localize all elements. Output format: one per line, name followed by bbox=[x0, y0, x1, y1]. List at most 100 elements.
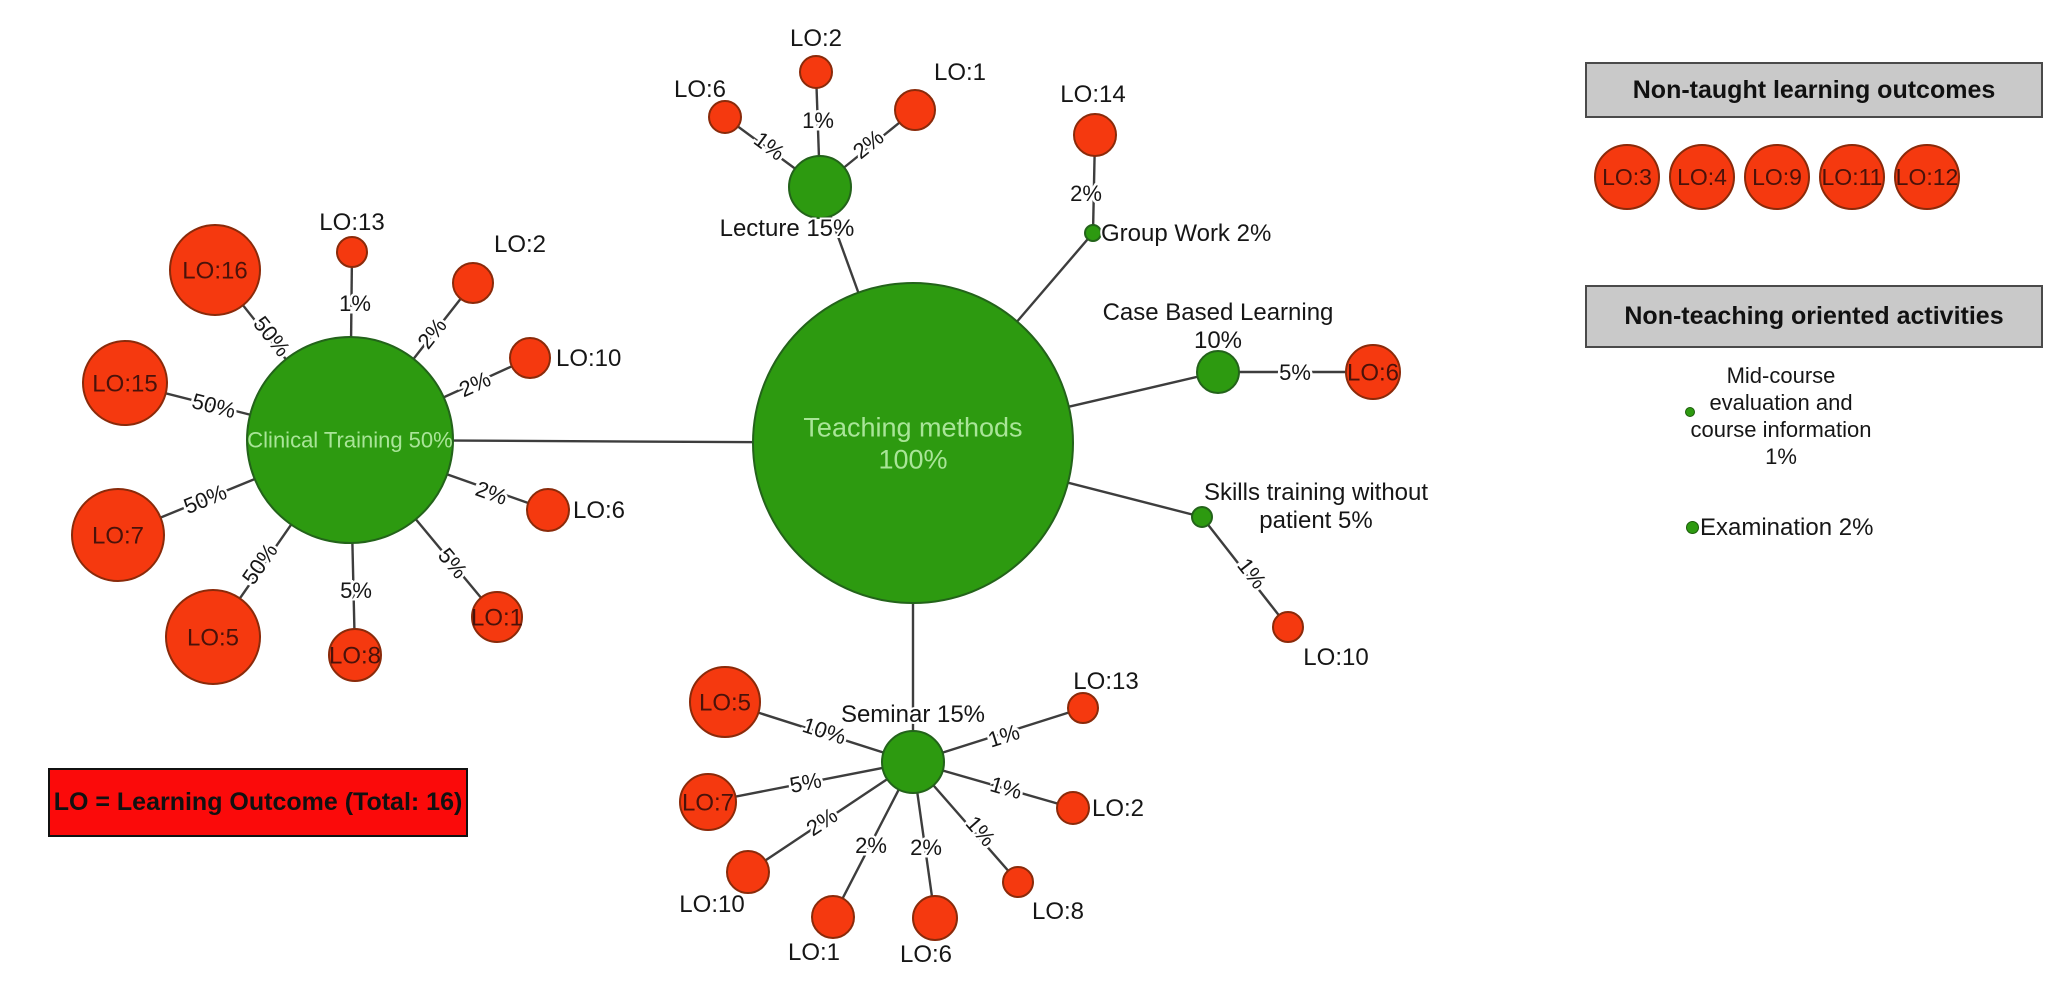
node-label-cl-lo15: LO:15 bbox=[92, 370, 157, 397]
node-sk-lo10 bbox=[1272, 611, 1304, 643]
node-label-cl-lo8: LO:8 bbox=[329, 642, 381, 669]
node-label-teaching: 100% bbox=[878, 444, 947, 474]
edge-label-seminar-se-lo1: 2% bbox=[855, 833, 887, 858]
node-skills bbox=[1191, 506, 1213, 528]
node-label-clinical: Clinical Training 50% bbox=[247, 428, 452, 453]
node-clinical bbox=[246, 336, 454, 544]
node-gw-lo14 bbox=[1073, 113, 1117, 157]
midcourse-line-2: evaluation and bbox=[1709, 390, 1853, 415]
examination-node-dot bbox=[1686, 521, 1699, 534]
node-label-lec-lo2: LO:2 bbox=[790, 25, 842, 52]
edge-label-clinical-cl-lo1: 5% bbox=[433, 543, 473, 583]
node-cl-lo6 bbox=[526, 488, 570, 532]
node-cl-lo1 bbox=[471, 591, 523, 643]
edge-label-clinical-cl-lo15: 50% bbox=[189, 388, 238, 423]
node-label-seminar: Seminar 15% bbox=[841, 701, 985, 728]
node-label-casebased: 10% bbox=[1194, 327, 1242, 354]
node-label-cl-lo10: LO:10 bbox=[556, 345, 621, 372]
node-label-lecture: Lecture 15% bbox=[720, 215, 855, 242]
node-label-se-lo1: LO:1 bbox=[788, 939, 840, 966]
midcourse-line-1: Mid-course bbox=[1726, 363, 1836, 388]
node-label-gw-lo14: LO:14 bbox=[1060, 81, 1125, 108]
node-label-cl-lo1: LO:1 bbox=[471, 604, 523, 631]
node-label-se-lo13: LO:13 bbox=[1073, 668, 1138, 695]
node-label-cl-lo6: LO:6 bbox=[573, 497, 625, 524]
non-taught-outcome-lo12: LO:12 bbox=[1894, 144, 1960, 210]
legend-label: LO = Learning Outcome (Total: 16) bbox=[53, 788, 463, 816]
edge-label-lecture-lec-lo2: 1% bbox=[802, 108, 834, 133]
node-teaching bbox=[752, 282, 1074, 604]
edge-label-clinical-cl-lo10: 2% bbox=[455, 366, 494, 402]
node-se-lo13 bbox=[1067, 692, 1099, 724]
edge-label-seminar-se-lo8: 1% bbox=[961, 811, 1001, 851]
edge-label-skills-sk-lo10: 1% bbox=[1232, 553, 1271, 593]
edge-skills-sk-lo10 bbox=[1201, 516, 1289, 628]
midcourse-line-4: 1% bbox=[1765, 444, 1797, 469]
non-taught-outcome-lo9: LO:9 bbox=[1744, 144, 1810, 210]
non-taught-header: Non-taught learning outcomes bbox=[1585, 62, 2043, 118]
node-label-se-lo7: LO:7 bbox=[682, 789, 734, 816]
node-label-skills: patient 5% bbox=[1259, 507, 1372, 534]
node-label-cl-lo2: LO:2 bbox=[494, 231, 546, 258]
non-taught-header-label: Non-taught learning outcomes bbox=[1632, 75, 1996, 104]
node-se-lo10 bbox=[726, 850, 770, 894]
node-lecture bbox=[788, 155, 852, 219]
node-label-se-lo10: LO:10 bbox=[679, 891, 744, 918]
node-cl-lo2 bbox=[452, 262, 494, 304]
edge-seminar-se-lo7 bbox=[707, 760, 914, 804]
node-cl-lo7 bbox=[71, 488, 165, 582]
node-label-cb-lo6: LO:6 bbox=[1347, 359, 1399, 386]
node-label-casebased: Case Based Learning bbox=[1103, 299, 1334, 326]
node-label-lec-lo1: LO:1 bbox=[934, 59, 986, 86]
node-label-lec-lo6: LO:6 bbox=[674, 76, 726, 103]
node-lec-lo1 bbox=[894, 89, 936, 131]
node-label-sk-lo10: LO:10 bbox=[1303, 644, 1368, 671]
node-cl-lo15 bbox=[82, 340, 168, 426]
edge-label-seminar-se-lo6: 2% bbox=[910, 835, 942, 860]
node-cl-lo10 bbox=[509, 337, 551, 379]
edge-label-seminar-se-lo7: 5% bbox=[788, 767, 824, 798]
edge-label-seminar-se-lo2: 1% bbox=[987, 771, 1024, 804]
node-label-cl-lo13: LO:13 bbox=[319, 209, 384, 236]
node-se-lo2 bbox=[1056, 791, 1090, 825]
edge-label-clinical-cl-lo13: 1% bbox=[339, 291, 371, 316]
midcourse-node-dot bbox=[1685, 407, 1695, 417]
node-label-cl-lo5: LO:5 bbox=[187, 624, 239, 651]
edge-label-groupwork-gw-lo14: 2% bbox=[1070, 181, 1102, 206]
node-label-teaching: Teaching methods bbox=[803, 413, 1022, 443]
edge-label-clinical-cl-lo16: 50% bbox=[248, 311, 295, 361]
node-se-lo7 bbox=[679, 773, 737, 831]
edge-label-seminar-se-lo13: 1% bbox=[985, 719, 1023, 752]
node-label-se-lo5: LO:5 bbox=[699, 689, 751, 716]
node-label-se-lo2: LO:2 bbox=[1092, 795, 1144, 822]
node-label-se-lo6: LO:6 bbox=[900, 941, 952, 968]
node-lec-lo6 bbox=[708, 100, 742, 134]
edge-label-casebased-cb-lo6: 5% bbox=[1279, 360, 1311, 385]
node-groupwork bbox=[1084, 224, 1102, 242]
node-cl-lo16 bbox=[169, 224, 261, 316]
non-taught-outcome-lo4: LO:4 bbox=[1669, 144, 1735, 210]
non-taught-outcome-lo11: LO:11 bbox=[1819, 144, 1885, 210]
examination-label: Examination 2% bbox=[1700, 514, 1874, 541]
node-label-cl-lo16: LO:16 bbox=[182, 257, 247, 284]
midcourse-label: Mid-course evaluation and course informa… bbox=[1668, 362, 1894, 470]
edge-seminar-se-lo10 bbox=[747, 761, 914, 873]
midcourse-line-3: course information bbox=[1690, 417, 1872, 442]
node-cl-lo13 bbox=[336, 236, 368, 268]
edge-label-clinical-cl-lo8: 5% bbox=[340, 578, 372, 603]
node-seminar bbox=[881, 730, 945, 794]
node-se-lo5 bbox=[689, 666, 761, 738]
non-taught-outcome-lo3: LO:3 bbox=[1594, 144, 1660, 210]
node-cl-lo8 bbox=[328, 628, 382, 682]
edge-label-seminar-se-lo10: 2% bbox=[802, 803, 842, 841]
edge-label-clinical-cl-lo6: 2% bbox=[472, 476, 510, 510]
node-casebased bbox=[1196, 350, 1240, 394]
non-teaching-header: Non-teaching oriented activities bbox=[1585, 285, 2043, 348]
node-lec-lo2 bbox=[799, 55, 833, 89]
node-label-skills: Skills training without bbox=[1204, 479, 1428, 506]
legend-box: LO = Learning Outcome (Total: 16) bbox=[48, 768, 468, 837]
non-teaching-header-label: Non-teaching oriented activities bbox=[1624, 302, 2004, 330]
node-se-lo1 bbox=[811, 895, 855, 939]
node-label-groupwork: Group Work 2% bbox=[1101, 220, 1271, 247]
